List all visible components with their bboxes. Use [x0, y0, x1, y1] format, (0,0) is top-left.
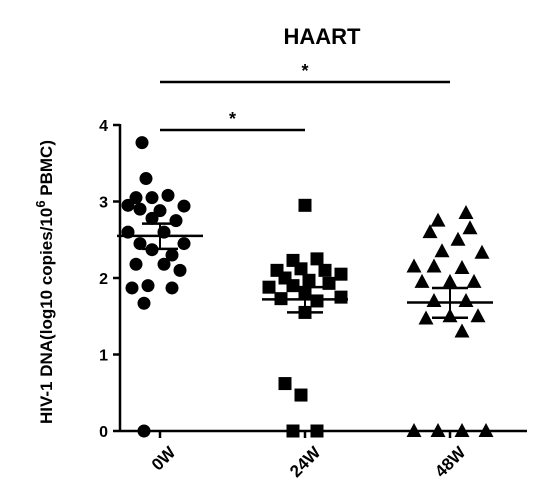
x-tick-label-0W: 0W: [148, 442, 180, 474]
data-point-24W-6: [334, 267, 348, 281]
data-point-24W-20: [310, 424, 324, 438]
series-24W: [262, 198, 348, 438]
data-point-24W-8: [302, 273, 316, 287]
data-point-0W-9: [145, 211, 159, 225]
series-0W: [117, 136, 203, 438]
significance-annotations: **: [160, 61, 450, 132]
data-point-24W-4: [294, 262, 308, 276]
data-point-0W-21: [125, 281, 139, 295]
data-point-48W-11: [442, 273, 458, 288]
data-point-24W-0: [298, 198, 312, 212]
data-point-24W-15: [334, 290, 348, 304]
data-point-24W-17: [278, 377, 292, 391]
y-tick-label-2: 2: [99, 271, 108, 288]
y-tick-label-1: 1: [99, 348, 108, 365]
data-point-0W-1: [139, 172, 153, 186]
data-point-24W-11: [322, 276, 336, 290]
data-point-48W-20: [430, 423, 446, 437]
data-point-0W-23: [137, 296, 151, 310]
data-point-48W-18: [454, 323, 470, 338]
data-point-24W-13: [310, 294, 324, 308]
data-point-0W-5: [121, 198, 135, 212]
data-point-48W-8: [426, 258, 442, 273]
data-point-0W-22: [165, 281, 179, 295]
data-point-48W-1: [430, 212, 446, 227]
data-point-48W-6: [474, 244, 490, 259]
data-point-48W-14: [458, 292, 474, 307]
y-tick-label-3: 3: [99, 195, 108, 212]
data-point-0W-6: [133, 202, 147, 216]
y-axis-label: HIV-1 DNA(log10 copies/106 PBMC): [33, 140, 56, 424]
data-point-48W-22: [478, 423, 494, 437]
data-point-0W-18: [157, 257, 171, 271]
data-point-24W-5: [318, 263, 332, 277]
y-tick-label-0: 0: [99, 424, 108, 441]
data-point-0W-0: [135, 136, 149, 150]
data-point-24W-2: [310, 252, 324, 266]
data-point-0W-24: [137, 424, 151, 438]
data-point-48W-12: [466, 273, 482, 288]
data-point-0W-4: [161, 188, 175, 202]
chart-title: HAART: [284, 24, 362, 49]
data-point-24W-18: [294, 388, 308, 402]
data-point-48W-17: [470, 308, 486, 323]
data-point-24W-9: [262, 280, 276, 294]
x-tick-label-48W: 48W: [431, 442, 470, 481]
data-point-0W-10: [169, 214, 183, 228]
significance-label-0W-24W: *: [229, 109, 236, 129]
y-axis-label-superscript: 6: [33, 200, 48, 207]
y-tick-label-4: 4: [99, 118, 108, 135]
y-axis-label-end: PBMC): [37, 140, 56, 200]
data-point-0W-13: [133, 237, 147, 251]
data-point-0W-20: [141, 279, 155, 293]
data-marks: [117, 136, 494, 438]
data-point-48W-13: [426, 292, 442, 307]
data-point-48W-7: [406, 258, 422, 273]
y-axis-label-main: HIV-1 DNA(log10 copies/10: [37, 208, 56, 424]
data-point-48W-0: [458, 204, 474, 219]
data-point-48W-21: [454, 423, 470, 437]
data-point-0W-3: [145, 191, 159, 205]
data-point-48W-5: [434, 243, 450, 258]
data-point-48W-3: [422, 224, 438, 239]
data-point-0W-8: [177, 199, 191, 213]
data-point-0W-16: [165, 248, 179, 262]
data-point-48W-16: [418, 310, 434, 325]
significance-label-0W-48W: *: [301, 61, 308, 81]
data-point-48W-9: [454, 260, 470, 275]
data-point-0W-17: [129, 257, 143, 271]
data-point-24W-10: [286, 279, 300, 293]
data-point-0W-19: [173, 263, 187, 277]
series-48W: [406, 204, 494, 437]
data-point-48W-19: [406, 423, 422, 437]
data-point-48W-10: [414, 273, 430, 288]
data-point-0W-14: [177, 237, 191, 251]
data-point-24W-19: [286, 424, 300, 438]
x-tick-label-24W: 24W: [286, 442, 325, 481]
data-point-48W-2: [462, 220, 478, 235]
data-point-48W-4: [450, 231, 466, 246]
